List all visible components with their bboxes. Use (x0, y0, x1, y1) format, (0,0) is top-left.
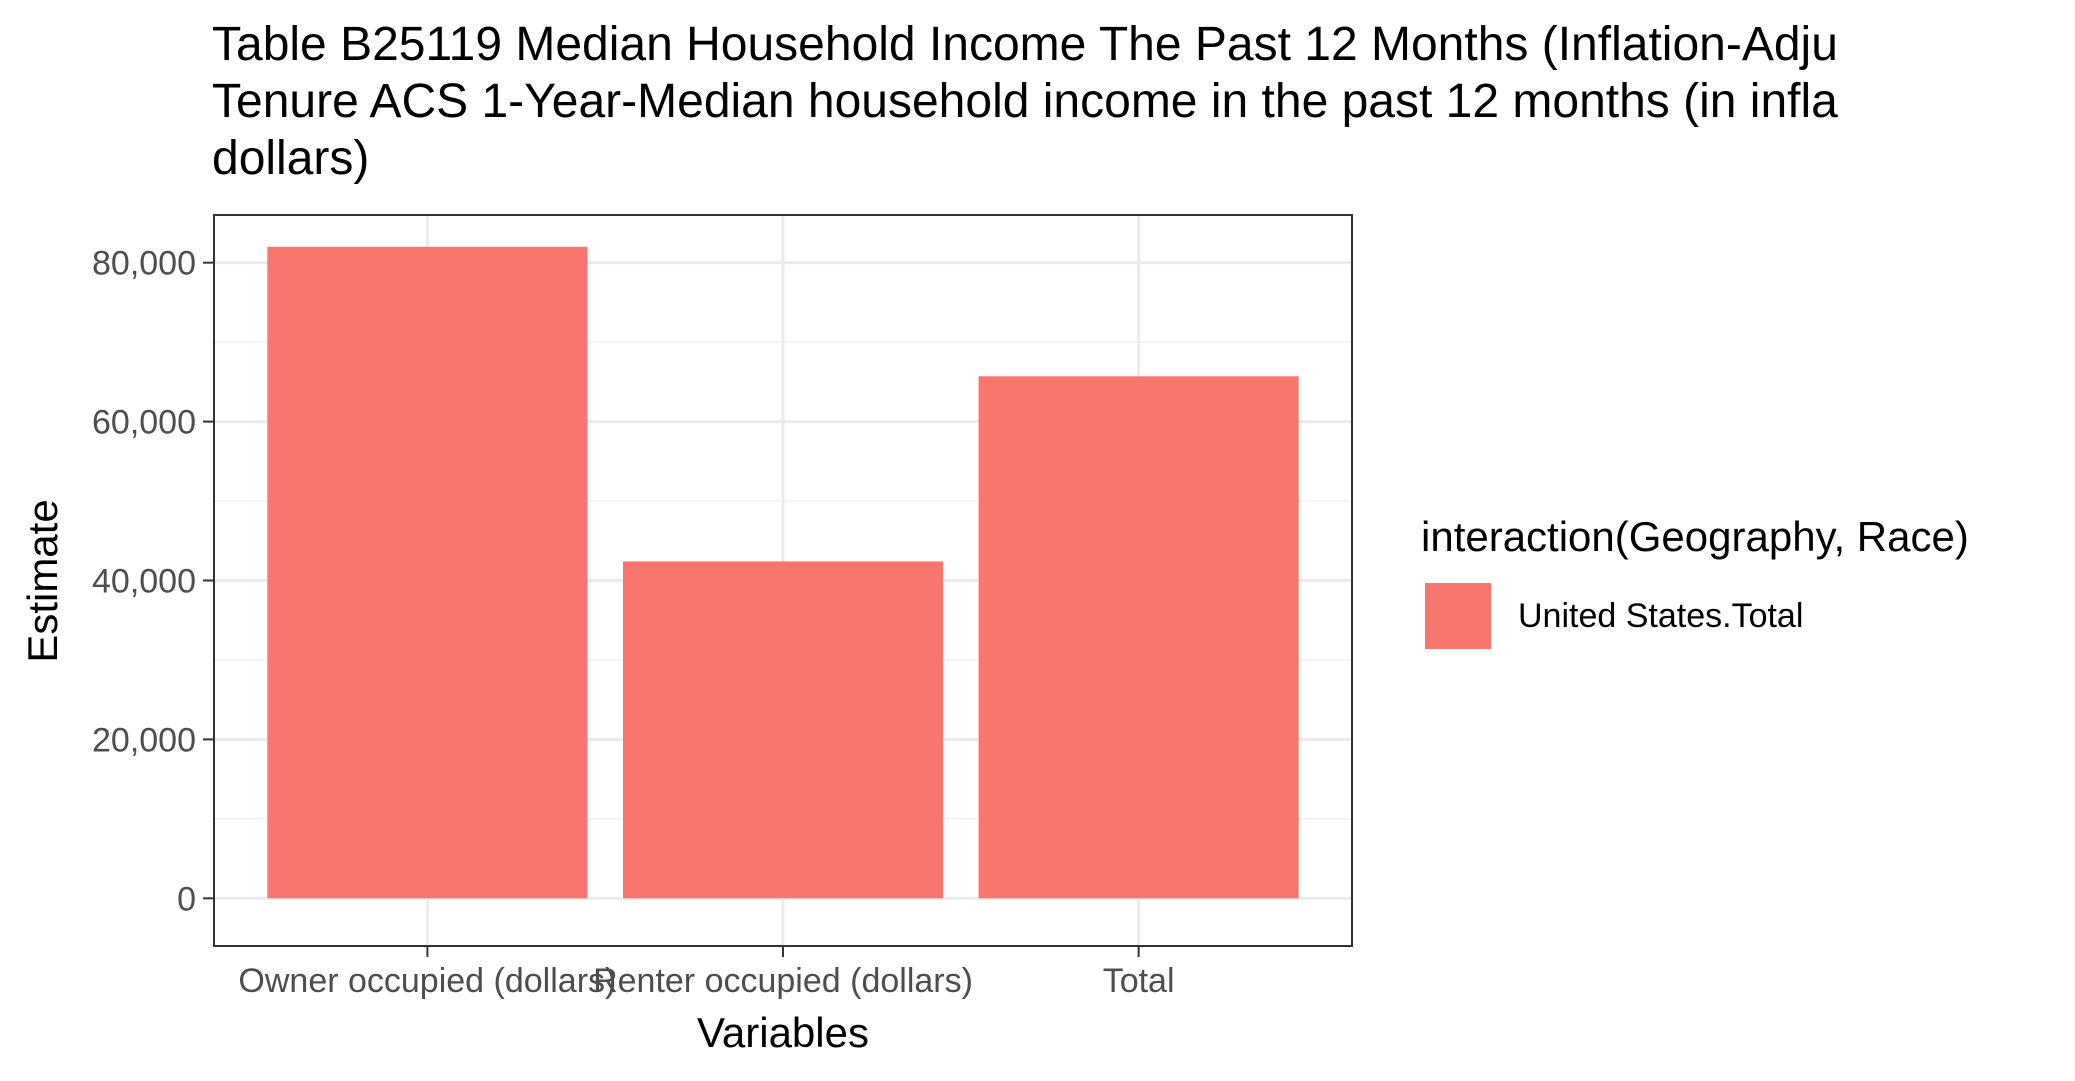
title-line-3: dollars) (212, 132, 369, 185)
legend-label-united-states-total: United States.Total (1518, 597, 1803, 635)
legend: interaction(Geography, Race) United Stat… (1421, 513, 1969, 649)
x-tick-label: Total (1103, 962, 1175, 1000)
bar-1 (267, 246, 588, 899)
y-tick-label: 80,000 (92, 245, 196, 283)
legend-key-united-states-total (1425, 583, 1491, 649)
x-axis-title: Variables (697, 1009, 869, 1056)
chart-title: Table B25119 Median Household Income The… (212, 18, 1838, 185)
x-tick-label: Owner occupied (dollars) (238, 962, 616, 1000)
y-tick-label: 40,000 (92, 563, 196, 601)
bars (267, 246, 1299, 899)
x-tick-label: Renter occupied (dollars) (593, 962, 973, 1000)
y-axis-title: Estimate (19, 499, 66, 662)
y-axis: 0 20,000 40,000 60,000 80,000 (92, 245, 214, 918)
legend-title: interaction(Geography, Race) (1421, 513, 1969, 560)
bar-2 (622, 561, 944, 899)
y-tick-label: 0 (177, 880, 196, 918)
y-tick-label: 60,000 (92, 404, 196, 442)
bar-3 (978, 376, 1299, 899)
x-axis: Owner occupied (dollars)Renter occupied … (238, 946, 1175, 1000)
y-tick-label: 20,000 (92, 721, 196, 759)
title-line-2: Tenure ACS 1-Year-Median household incom… (212, 75, 1838, 128)
title-line-1: Table B25119 Median Household Income The… (212, 18, 1838, 71)
